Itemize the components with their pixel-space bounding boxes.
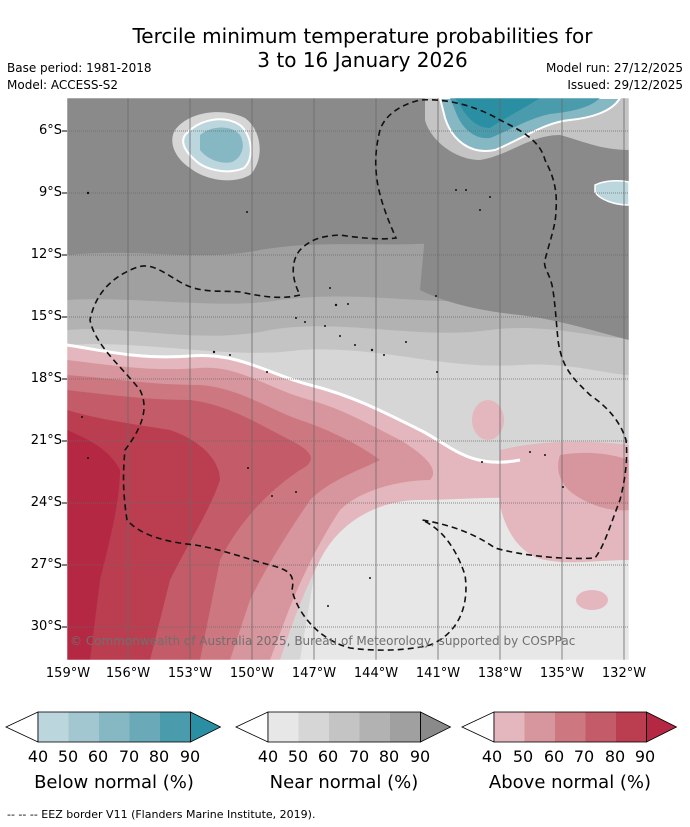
lon-label-141w: 141°W [415, 666, 461, 681]
colorbar-swatch [359, 712, 391, 742]
colorbar-tick: 60 [543, 747, 565, 766]
lon-label-135w: 135°W [539, 666, 585, 681]
colorbar-swatch [494, 712, 525, 742]
above-normal-south-patch [576, 590, 608, 610]
meta-right: Model run: 27/12/2025 Issued: 29/12/2025 [546, 60, 683, 94]
lon-label-138w: 138°W [477, 666, 523, 681]
colorbar-near-normal [235, 711, 452, 743]
colorbar-tick: 70 [573, 747, 595, 766]
colorbar-swatch [329, 712, 360, 742]
gridlines [67, 98, 629, 660]
colorbar-tick: 50 [512, 747, 534, 766]
lon-label-132w: 132°W [601, 666, 647, 681]
base-period: Base period: 1981-2018 [7, 61, 152, 75]
lat-label-24s: 24°S [30, 495, 62, 510]
issued-date: Issued: 29/12/2025 [567, 78, 683, 92]
colorbar-tick: 80 [148, 747, 170, 766]
copyright-notice: © Commonwealth of Australia 2025, Bureau… [70, 634, 576, 648]
colorbar-extend-high [420, 711, 452, 743]
probability-field [67, 98, 629, 660]
island-markers [81, 189, 564, 607]
colorbar-swatch [99, 712, 130, 742]
eez-border-line [89, 98, 628, 651]
colorbar-title: Above normal (%) [488, 772, 652, 793]
colorbar-above-normal [461, 711, 678, 743]
lat-label-15s: 15°S [30, 309, 62, 324]
lat-label-6s: 6°S [38, 123, 62, 138]
colorbar-swatch [129, 712, 161, 742]
colorbar-tick: 60 [87, 747, 109, 766]
title-line-2: 3 to 16 January 2026 [257, 48, 468, 72]
title-line-1: Tercile minimum temperature probabilitie… [132, 24, 593, 48]
colorbar-title: Below normal (%) [34, 772, 194, 793]
lon-label-153w: 153°W [167, 666, 213, 681]
lon-label-159w: 159°W [45, 666, 91, 681]
lat-label-18s: 18°S [30, 371, 62, 386]
colorbar-below-normal [5, 711, 222, 743]
colorbar-frame [267, 711, 421, 743]
lat-label-30s: 30°S [30, 619, 62, 634]
below-normal-nw-core [200, 127, 243, 163]
above-normal-90-region [67, 430, 120, 660]
colorbar-title: Near normal (%) [269, 772, 419, 793]
lat-label-12s: 12°S [30, 247, 62, 262]
colorbar-tick: 40 [27, 747, 49, 766]
lon-label-147w: 147°W [291, 666, 337, 681]
colorbar-extend-low [461, 711, 495, 743]
lon-label-144w: 144°W [353, 666, 399, 681]
map-title: Tercile minimum temperature probabilitie… [0, 24, 690, 72]
colorbar-swatch [160, 712, 191, 742]
eez-legend-footer: -- -- -- EEZ border V11 (Flanders Marine… [7, 808, 316, 821]
colorbar-tick: 40 [481, 747, 503, 766]
colorbar-tick: 50 [287, 747, 309, 766]
colorbar-tick: 80 [604, 747, 626, 766]
colorbar-tick: 40 [257, 747, 279, 766]
colorbar-extend-high [190, 711, 222, 743]
colorbar-tick: 90 [179, 747, 201, 766]
above-normal-east-core [558, 452, 629, 511]
above-normal-small-patch [472, 400, 504, 440]
lon-label-156w: 156°W [105, 666, 151, 681]
colorbar-tick: 70 [348, 747, 370, 766]
colorbar-extend-low [5, 711, 39, 743]
colorbar-swatch [524, 712, 556, 742]
colorbar-tick: 60 [317, 747, 339, 766]
lat-label-21s: 21°S [30, 433, 62, 448]
colorbar-swatch [298, 712, 330, 742]
colorbar-frame [493, 711, 647, 743]
colorbar-tick: 50 [57, 747, 79, 766]
colorbar-swatch [555, 712, 586, 742]
meta-left: Base period: 1981-2018 Model: ACCESS-S2 [7, 60, 152, 94]
colorbar-extend-low [235, 711, 269, 743]
colorbar-swatch [38, 712, 69, 742]
colorbar-tick: 90 [634, 747, 656, 766]
colorbar-extend-high [646, 711, 678, 743]
lat-label-27s: 27°S [30, 557, 62, 572]
colorbar-swatch [585, 712, 617, 742]
tercile-boundary-line [67, 343, 521, 464]
colorbar-tick: 90 [409, 747, 431, 766]
colorbar-swatch [616, 712, 647, 742]
colorbar-tick: 80 [378, 747, 400, 766]
axis-ticks [62, 130, 67, 628]
lon-label-150w: 150°W [229, 666, 275, 681]
colorbar-swatch [68, 712, 100, 742]
colorbar-swatch [390, 712, 421, 742]
model-run: Model run: 27/12/2025 [545, 61, 683, 75]
colorbar-frame [37, 711, 191, 743]
below-normal-ne-90 [455, 98, 540, 128]
near-normal-ne-core [420, 177, 629, 340]
colorbar-swatch [268, 712, 299, 742]
model-name: Model: ACCESS-S2 [7, 78, 119, 92]
lat-label-9s: 9°S [38, 185, 62, 200]
colorbar-tick: 70 [118, 747, 140, 766]
